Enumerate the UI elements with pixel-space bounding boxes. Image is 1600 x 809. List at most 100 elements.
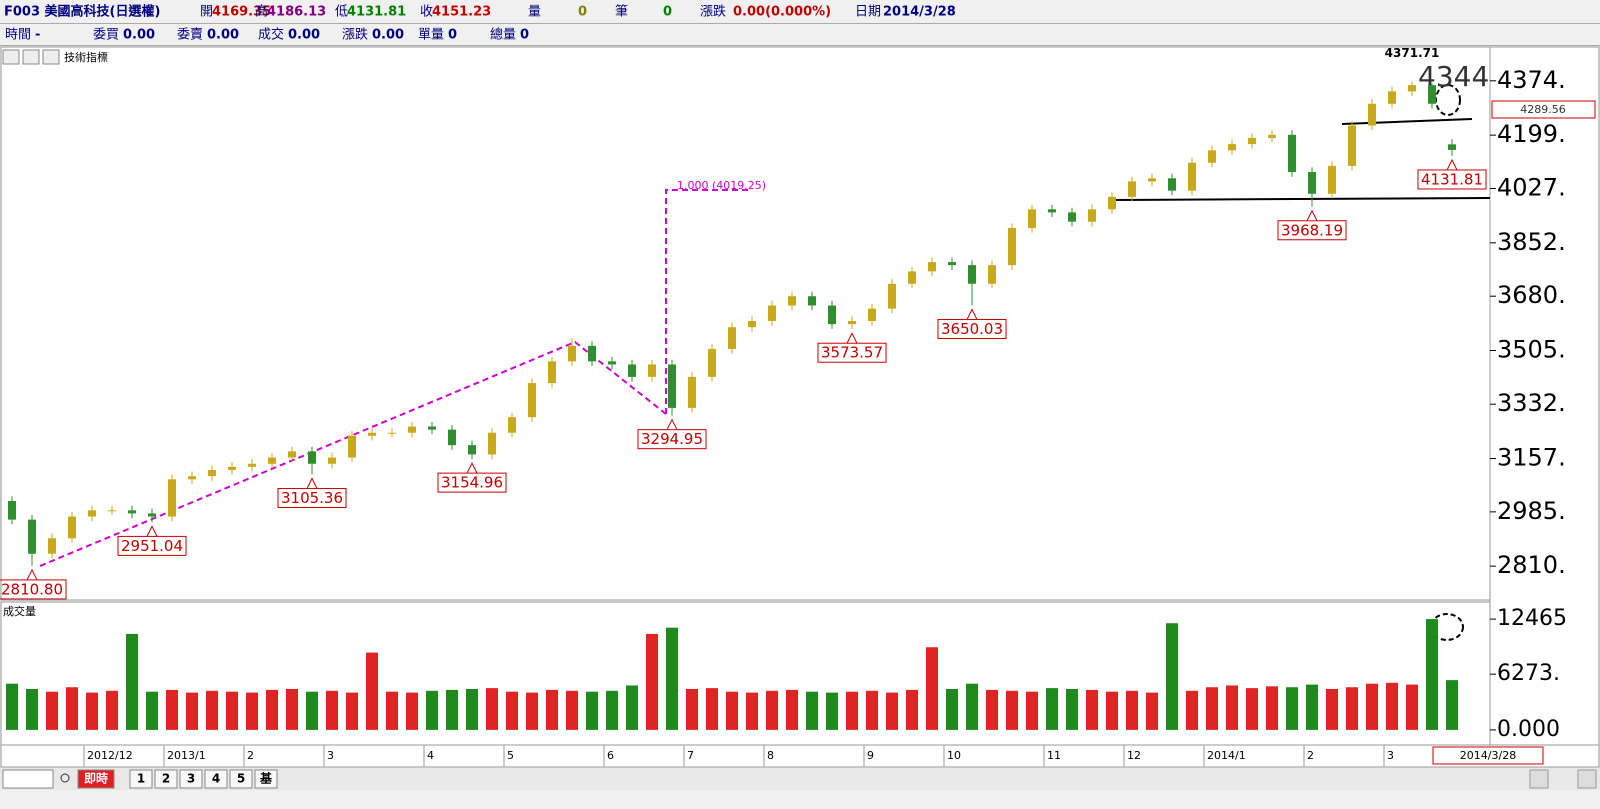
low-label: 2810.80 [1, 580, 63, 598]
volume-bar [1066, 689, 1078, 730]
tab[interactable] [129, 769, 153, 789]
y-tick-label: 3680. [1497, 281, 1566, 309]
quote-label: 收 [420, 5, 433, 20]
tab-label[interactable]: 1 [137, 772, 145, 786]
toolbar: 技術指標 [2, 49, 108, 65]
tick-value: 0 [520, 28, 529, 43]
candle-body [768, 305, 776, 322]
tab-label[interactable]: 4 [212, 772, 220, 786]
volume-bar [206, 690, 218, 730]
date-axis [0, 744, 1600, 768]
y-tick-label: 6273. [1497, 661, 1560, 686]
tab-label[interactable]: 2 [162, 772, 170, 786]
footer-bar [0, 768, 1600, 790]
y-tick-label: 0.000 [1497, 717, 1560, 742]
y-tick-label: 3157. [1497, 443, 1566, 471]
volume-bar [26, 689, 38, 730]
candle-body [1328, 165, 1336, 194]
quote-value: 0 [578, 5, 587, 20]
tick-label: 委買 [93, 28, 119, 43]
tab-label[interactable]: 3 [187, 772, 195, 786]
candle-body [668, 364, 676, 408]
candle-body [1448, 144, 1456, 150]
tick-value: 0.00 [123, 28, 155, 43]
volume-bar [1006, 690, 1018, 730]
volume-bar [1026, 691, 1038, 730]
low-label: 4131.81 [1421, 170, 1483, 188]
x-tick-label: 7 [687, 749, 694, 762]
tab-label[interactable]: 基 [259, 771, 273, 786]
candle-body [968, 265, 976, 284]
price-box-text: 4289.56 [1520, 103, 1566, 116]
candle-body [148, 513, 156, 517]
x-tick-label: 4 [427, 749, 434, 762]
tool-button[interactable] [2, 49, 20, 65]
candle-body [368, 432, 376, 436]
quote-value: 0.00(0.000%) [733, 5, 831, 20]
volume-bar [906, 689, 918, 730]
candle-body [488, 432, 496, 455]
candle-body [388, 432, 396, 434]
scroll-button[interactable] [1529, 769, 1549, 789]
candle-body [928, 262, 936, 272]
volume-bar [586, 691, 598, 730]
tab[interactable] [204, 769, 228, 789]
tab[interactable] [179, 769, 203, 789]
volume-bar [326, 690, 338, 730]
candle-body [88, 510, 96, 517]
candle-body [248, 463, 256, 467]
quote-value: 4169.35 [212, 5, 271, 20]
y-tick-label: 4027. [1497, 174, 1566, 202]
tab-label[interactable]: 5 [237, 772, 245, 786]
volume-bar [486, 688, 498, 730]
tick-label: 成交 [258, 27, 284, 43]
search-icon[interactable] [60, 773, 70, 783]
candle-body [128, 510, 136, 514]
volume-bar [166, 689, 178, 730]
candle-body [308, 451, 316, 464]
low-label-box [0, 579, 67, 600]
volume-bar [746, 692, 758, 730]
volume-bar [506, 691, 518, 730]
label-pointer [146, 525, 158, 537]
candle-body [28, 519, 36, 554]
volume-bar [946, 689, 958, 730]
tool-button[interactable] [42, 49, 60, 65]
tab[interactable] [254, 769, 278, 789]
candle-body [828, 305, 836, 325]
volume-bar [1406, 684, 1418, 730]
fib-label: 1.000 (4019.25) [677, 179, 766, 192]
candle-body [1008, 227, 1016, 266]
low-label: 3294.95 [641, 430, 703, 448]
volume-bar [1346, 687, 1358, 730]
volume-bar [426, 690, 438, 730]
volume-bar [626, 685, 638, 730]
label-pointer [966, 308, 978, 320]
volume-bar [6, 683, 18, 730]
low-label: 3650.03 [941, 320, 1003, 338]
quote-label: 筆 [615, 5, 628, 20]
search-box[interactable] [2, 769, 54, 789]
scroll-button[interactable] [1577, 769, 1597, 789]
x-tick-label: 3 [327, 749, 334, 762]
low-label-box [117, 535, 187, 556]
tick-label: 總量 [490, 27, 516, 43]
volume-bar [1266, 686, 1278, 730]
tab[interactable] [154, 769, 178, 789]
candle-body [1428, 85, 1436, 104]
volume-bar [466, 689, 478, 730]
volume-bar [1126, 690, 1138, 730]
volume-bar [286, 689, 298, 730]
volume-bar [566, 690, 578, 730]
tab-label[interactable]: 即時 [84, 771, 108, 786]
volume-bar [1326, 689, 1338, 730]
date-box-text: 2014/3/28 [1460, 749, 1516, 762]
tab[interactable] [229, 769, 253, 789]
label-pointer [26, 568, 38, 581]
tab[interactable] [77, 769, 115, 789]
tool-button[interactable] [22, 49, 40, 65]
volume-bar [1286, 687, 1298, 730]
candle-body [948, 262, 956, 266]
candle-body [1068, 212, 1076, 222]
candle-body [1108, 196, 1116, 210]
